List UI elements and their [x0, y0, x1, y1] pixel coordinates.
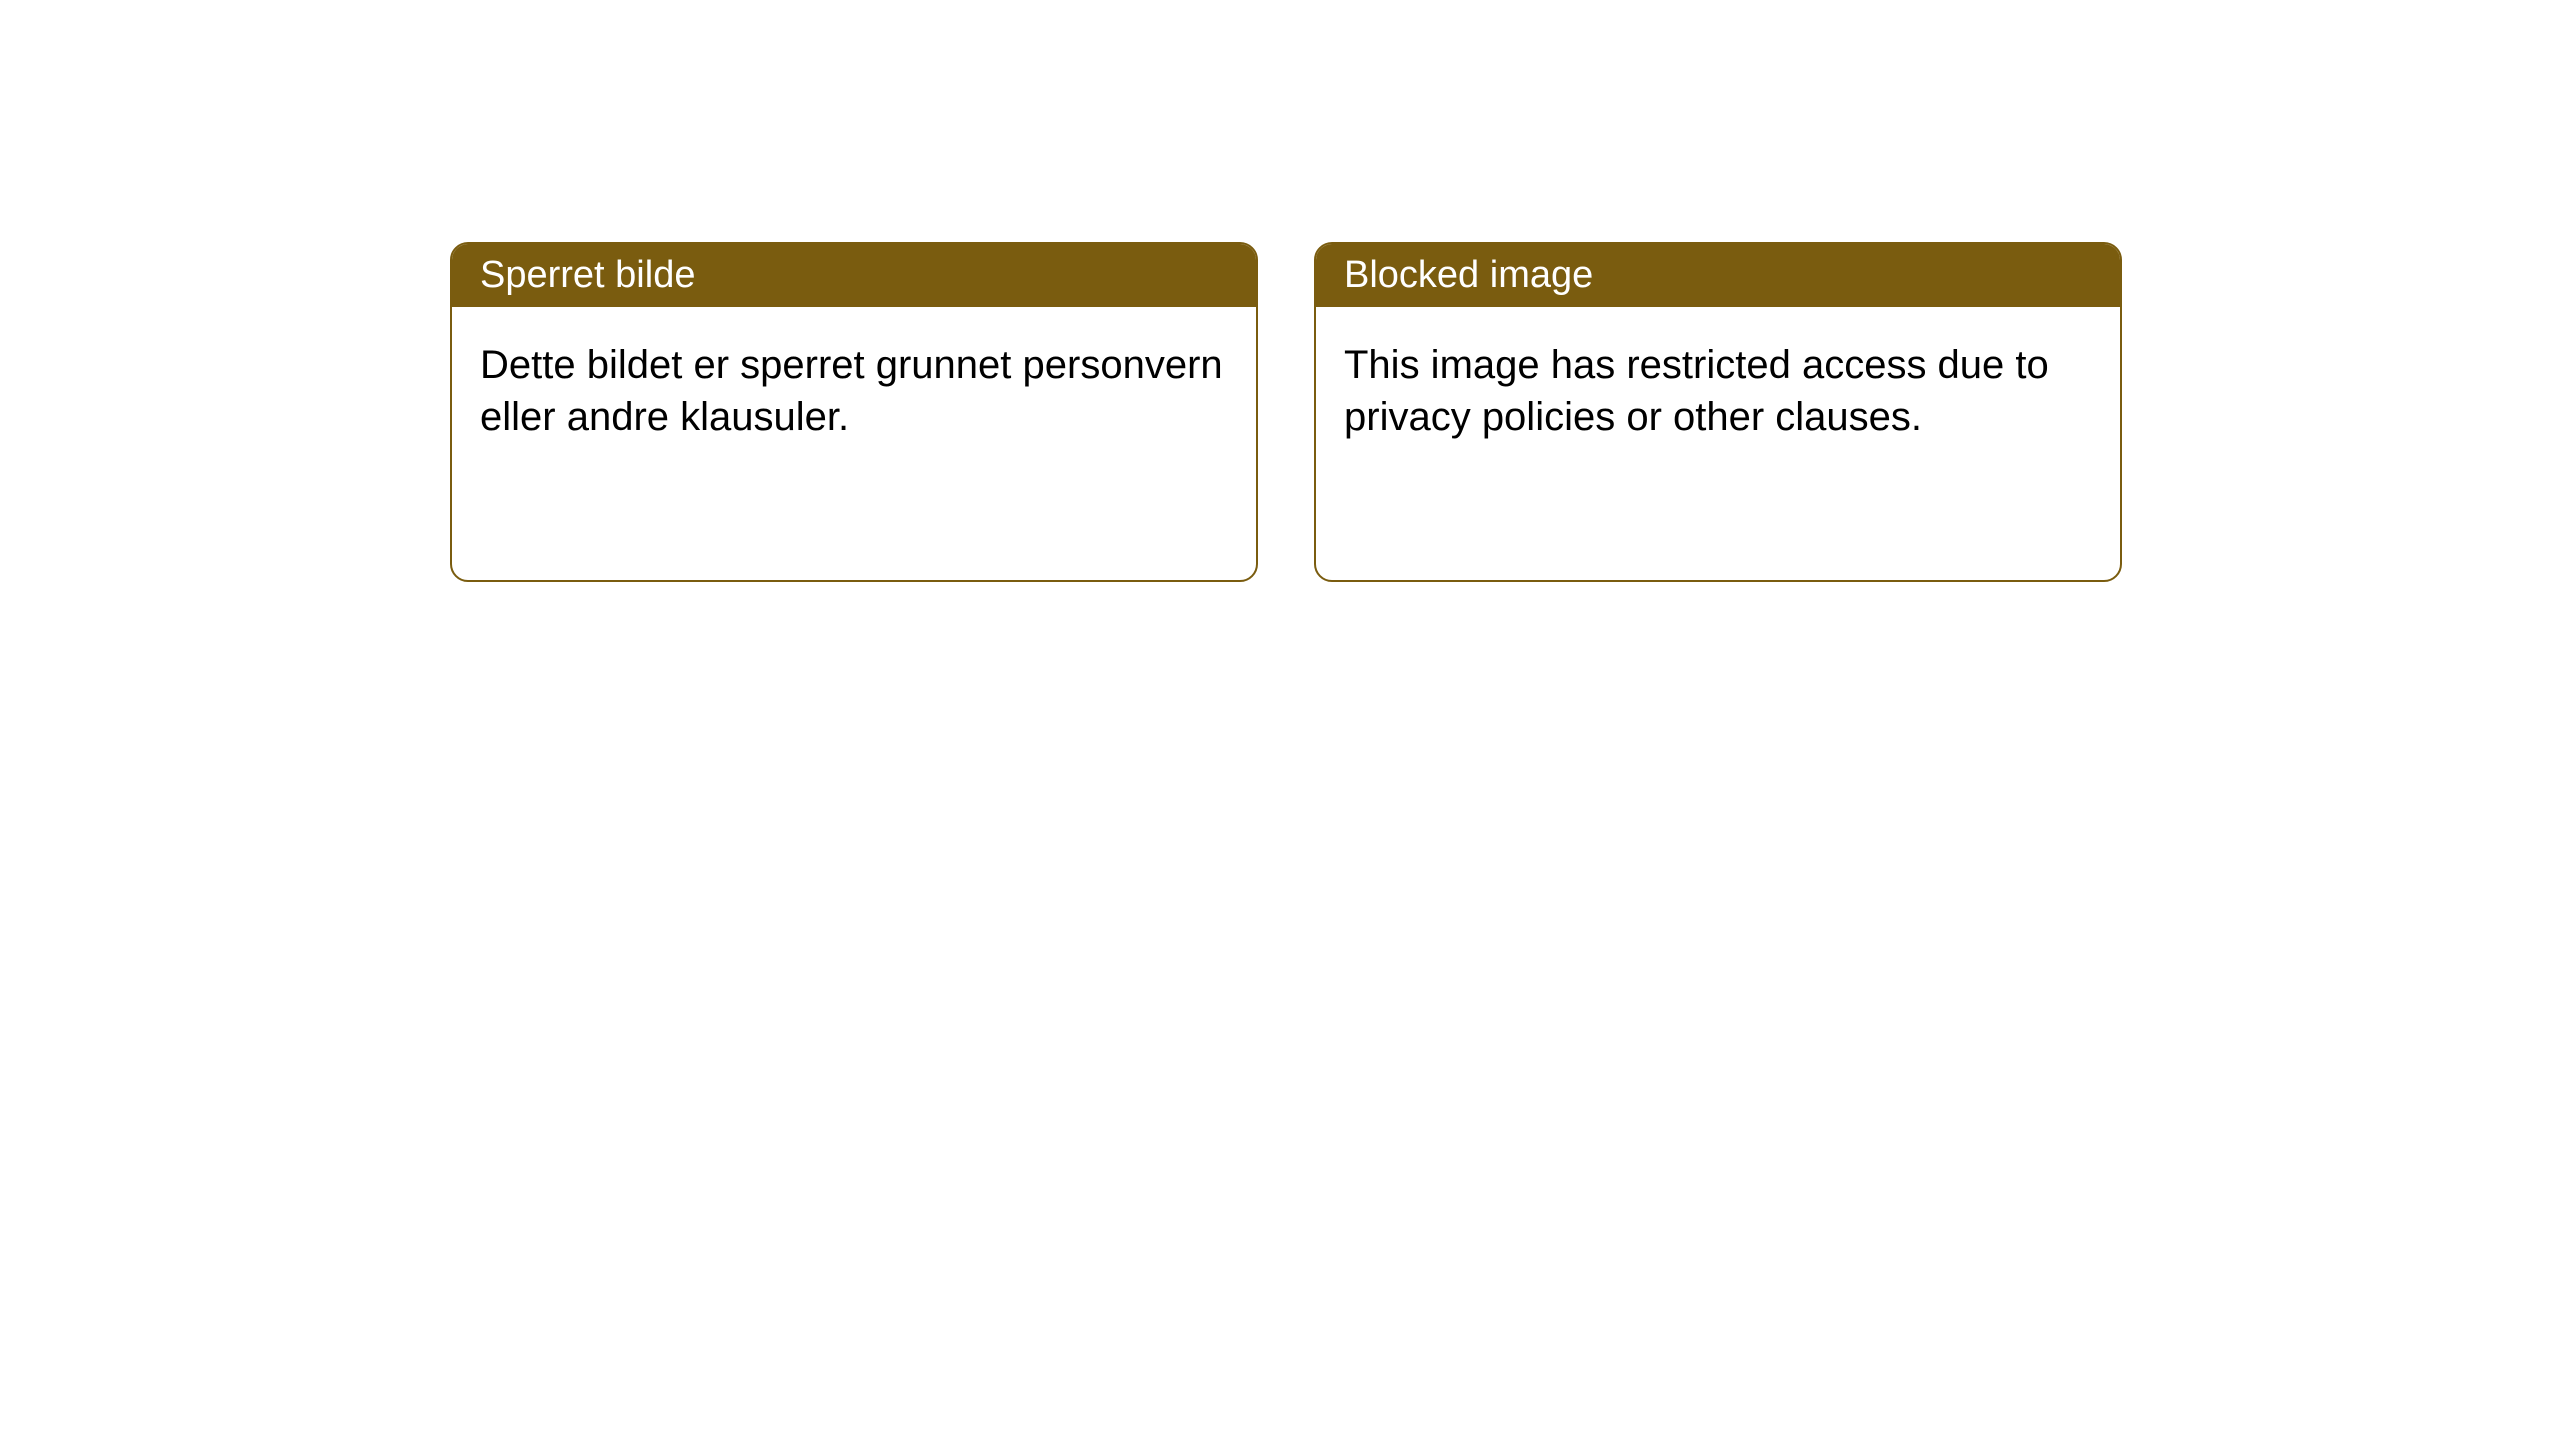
- notice-box-english: Blocked image This image has restricted …: [1314, 242, 2122, 582]
- notice-container: Sperret bilde Dette bildet er sperret gr…: [0, 0, 2560, 582]
- notice-title-english: Blocked image: [1316, 244, 2120, 307]
- notice-box-norwegian: Sperret bilde Dette bildet er sperret gr…: [450, 242, 1258, 582]
- notice-message-english: This image has restricted access due to …: [1316, 307, 2120, 475]
- notice-title-norwegian: Sperret bilde: [452, 244, 1256, 307]
- notice-message-norwegian: Dette bildet er sperret grunnet personve…: [452, 307, 1256, 475]
